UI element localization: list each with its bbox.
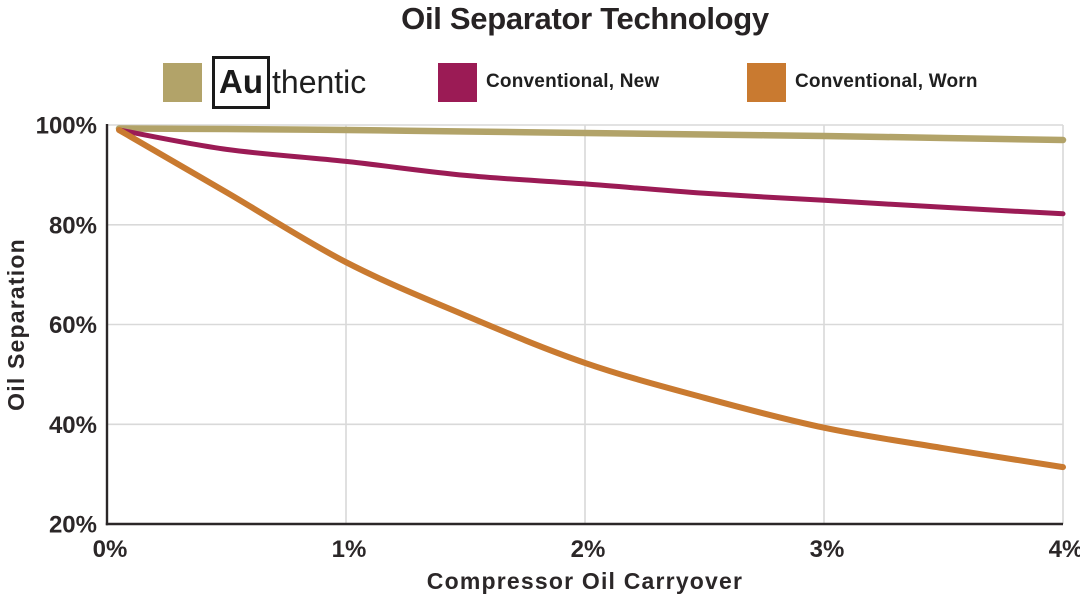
y-axis-title: Oil Separation [3,238,29,411]
y-tick-label: 80% [49,212,97,239]
y-tick-label: 100% [36,113,97,140]
legend-swatch-conventional-new [438,62,477,102]
x-axis-title: Compressor Oil Carryover [427,568,743,594]
series-line-conventional-worn [116,127,1066,471]
legend-item-conventional-new: Conventional, New [438,54,659,110]
y-tick-label: 40% [49,412,97,439]
series-line-authentic [115,125,1067,144]
legend-label-conventional-worn: Conventional, Worn [795,71,978,92]
legend-swatch-conventional-worn [747,62,786,102]
legend-label-authentic: thentic [272,63,367,100]
legend-item-authentic: Au thentic [163,54,366,110]
x-tick-label: 0% [93,536,128,563]
x-tick-label: 4% [1049,536,1080,563]
page-title: Oil Separator Technology [401,1,769,36]
legend-label-conventional-new: Conventional, New [486,71,660,92]
x-tick-label: 2% [571,536,606,563]
legend: Au thentic Conventional, New Conventiona… [0,54,1080,110]
legend-item-conventional-worn: Conventional, Worn [747,54,978,110]
y-tick-label: 20% [49,512,97,539]
x-tick-label: 1% [332,536,367,563]
legend-swatch-authentic [163,62,202,102]
authentic-au-symbol-box: Au [212,55,270,109]
y-tick-label: 60% [49,312,97,339]
series-line-conventional-new [116,127,1066,217]
x-tick-label: 3% [810,536,845,563]
